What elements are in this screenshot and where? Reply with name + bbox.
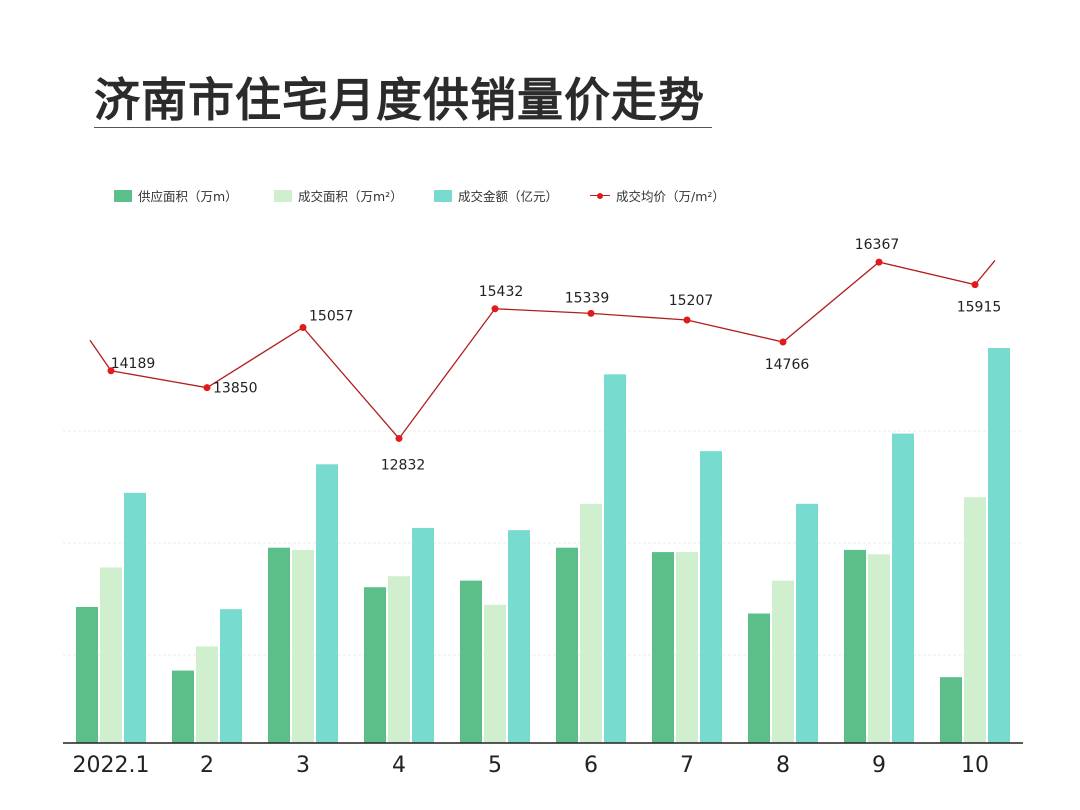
bar-supply-area (268, 547, 290, 743)
avg-price-marker (779, 338, 787, 346)
avg-price-marker (395, 434, 403, 442)
bar-deal-area (100, 567, 122, 743)
avg-price-label: 16367 (855, 237, 900, 253)
bar-deal-amount (316, 464, 338, 743)
bar-supply-area (76, 606, 98, 743)
legend-item-deal-area: 成交面积（万m²） (274, 186, 403, 205)
bar-supply-area (748, 613, 770, 743)
bar-supply-area (940, 677, 962, 743)
bar-deal-amount (412, 527, 434, 743)
avg-price-marker (971, 281, 979, 289)
bar-supply-area (364, 587, 386, 743)
avg-price-label: 15339 (565, 290, 610, 306)
legend-line-avg-price (590, 190, 610, 202)
x-tick-label: 4 (392, 753, 406, 778)
bar-deal-area (388, 576, 410, 743)
avg-price-label: 15207 (669, 293, 714, 309)
bar-supply-area (460, 580, 482, 743)
legend-label: 供应面积（万m） (138, 189, 238, 204)
avg-price-label: 15057 (309, 308, 354, 324)
avg-price-label: 15915 (957, 300, 1002, 316)
avg-price-marker (203, 384, 211, 392)
x-tick-label: 8 (776, 753, 790, 778)
x-tick-label: 9 (872, 753, 886, 778)
bar-supply-area (556, 547, 578, 743)
avg-price-label: 15432 (479, 284, 524, 300)
bar-deal-area (772, 580, 794, 743)
x-tick-label: 5 (488, 753, 502, 778)
legend-label: 成交金额（亿元） (458, 189, 559, 204)
avg-price-marker (587, 309, 595, 317)
bar-deal-amount (220, 609, 242, 743)
bar-supply-area (172, 670, 194, 743)
bar-deal-area (484, 604, 506, 743)
bar-deal-area (196, 646, 218, 743)
bar-deal-amount (796, 503, 818, 743)
avg-price-label: 14189 (111, 356, 156, 372)
x-tick-label: 2022.1 (73, 753, 150, 778)
x-tick-label: 2 (200, 753, 214, 778)
avg-price-marker (491, 305, 499, 313)
bar-deal-area (676, 552, 698, 743)
bar-supply-area (844, 549, 866, 743)
bar-deal-amount (508, 530, 530, 743)
legend-item-deal-amount: 成交金额（亿元） (434, 186, 558, 205)
title-underline (94, 127, 712, 128)
avg-price-marker (107, 367, 115, 375)
bar-deal-area (292, 549, 314, 743)
legend-label: 成交面积（万m²） (298, 189, 403, 204)
avg-price-label: 14766 (765, 357, 810, 373)
bar-deal-amount (892, 433, 914, 743)
legend-item-avg-price: 成交均价（万/m²） (590, 186, 725, 205)
avg-price-marker (299, 323, 307, 331)
bar-deal-area (964, 497, 986, 743)
bar-deal-amount (124, 492, 146, 743)
bar-deal-amount (700, 451, 722, 743)
legend-item-supply-area: 供应面积（万m） (114, 186, 238, 205)
x-tick-label: 6 (584, 753, 598, 778)
avg-price-label: 13850 (213, 381, 258, 397)
x-tick-label: 10 (961, 753, 989, 778)
legend-swatch-deal-area (274, 189, 292, 202)
bar-deal-amount (604, 374, 626, 743)
bar-deal-area (868, 554, 890, 743)
bar-deal-area (580, 503, 602, 743)
legend-swatch-supply-area (114, 189, 132, 202)
legend-label: 成交均价（万/m²） (616, 189, 725, 204)
bar-deal-amount (988, 348, 1010, 743)
avg-price-marker (683, 316, 691, 324)
x-tick-label: 3 (296, 753, 310, 778)
x-tick-label: 7 (680, 753, 694, 778)
bar-supply-area (652, 552, 674, 743)
legend-swatch-deal-amount (434, 189, 452, 202)
avg-price-label: 12832 (381, 457, 426, 473)
chart-title: 济南市住宅月度供销量价走势 (94, 73, 705, 127)
avg-price-marker (875, 258, 883, 266)
avg-price-line (89, 260, 996, 440)
